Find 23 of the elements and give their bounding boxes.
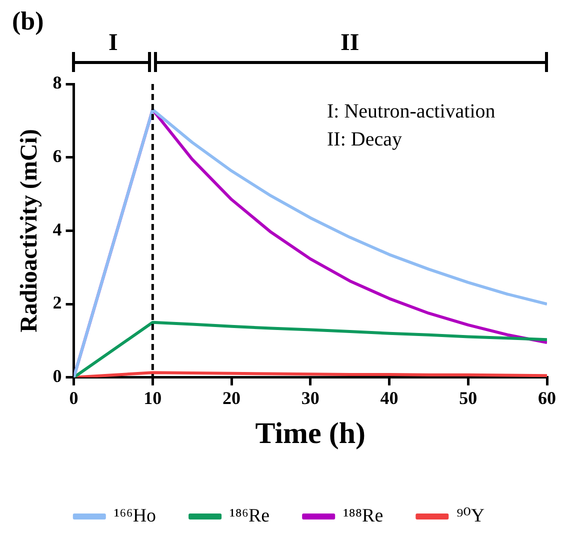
x-tick-label: 50 bbox=[459, 388, 478, 408]
y-tick-label: 2 bbox=[52, 292, 62, 313]
chart-title: (b) bbox=[12, 6, 44, 36]
x-tick-label: 10 bbox=[144, 388, 162, 408]
text: I bbox=[108, 30, 118, 56]
x-tick-label: 60 bbox=[538, 388, 556, 408]
y-axis-title: Radioactivity (mCi) bbox=[16, 129, 43, 332]
x-axis-title: Time (h) bbox=[255, 416, 366, 450]
text: II bbox=[340, 30, 360, 56]
legend-label: ¹⁸⁶Re bbox=[230, 505, 270, 526]
annotation: II: Decay bbox=[327, 128, 402, 150]
legend-label: ⁹⁰Y bbox=[456, 505, 485, 526]
x-tick-label: 0 bbox=[69, 388, 78, 408]
annotation: I: Neutron-activation bbox=[327, 100, 496, 122]
legend-label: ¹⁶⁶Ho bbox=[114, 505, 156, 526]
x-tick-label: 20 bbox=[222, 388, 241, 408]
y-tick-label: 8 bbox=[52, 72, 62, 93]
y-tick-label: 6 bbox=[52, 146, 62, 166]
legend-label: ¹⁸⁸Re bbox=[343, 505, 384, 526]
x-tick-label: 30 bbox=[301, 388, 320, 408]
y-tick-label: 0 bbox=[52, 366, 62, 386]
x-tick-label: 40 bbox=[380, 388, 398, 408]
y-tick-label: 4 bbox=[52, 219, 62, 240]
